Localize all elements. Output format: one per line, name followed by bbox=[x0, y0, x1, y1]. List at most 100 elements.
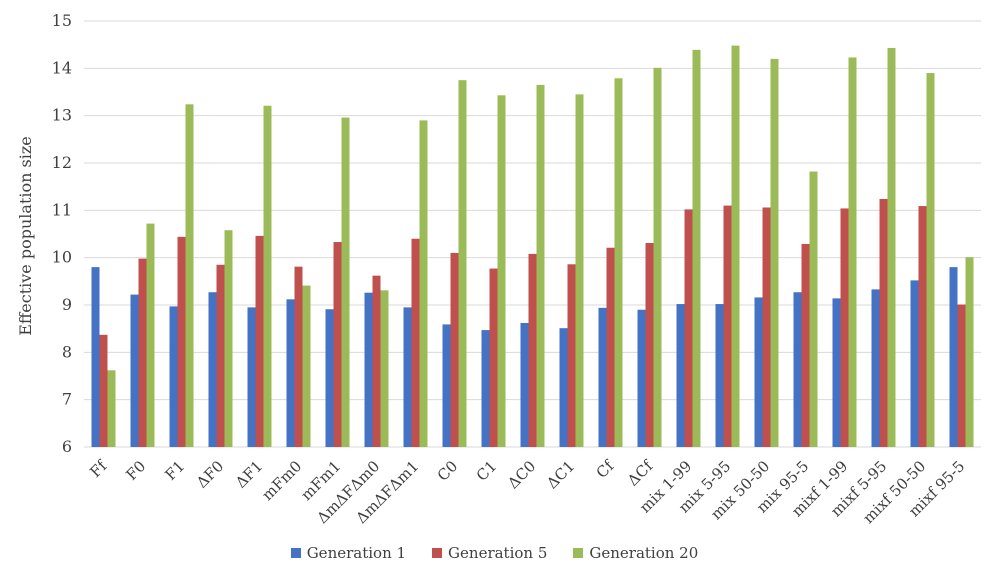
bar-generation-20 bbox=[341, 117, 350, 447]
bar-generation-1 bbox=[247, 307, 256, 447]
bar-generation-5 bbox=[255, 235, 264, 447]
bar-generation-20 bbox=[770, 58, 779, 447]
bar-generation-1 bbox=[364, 292, 373, 447]
bar-generation-20 bbox=[497, 95, 506, 448]
bar-generation-1 bbox=[676, 304, 685, 447]
bar-generation-1 bbox=[286, 299, 295, 447]
bar-generation-20 bbox=[302, 285, 311, 447]
x-tick-label: ΔF0 bbox=[193, 457, 228, 492]
bar-generation-20 bbox=[575, 94, 584, 447]
bar-generation-5 bbox=[489, 268, 498, 447]
bar-generation-1 bbox=[91, 267, 100, 447]
legend-item-gen20: Generation 20 bbox=[573, 544, 698, 562]
bar-generation-1 bbox=[481, 330, 490, 447]
bar-generation-20 bbox=[185, 104, 194, 447]
y-tick-label: 14 bbox=[52, 58, 72, 77]
bar-generation-20 bbox=[458, 80, 467, 448]
bar-generation-5 bbox=[957, 304, 966, 447]
bar-generation-5 bbox=[177, 236, 186, 447]
bar-generation-5 bbox=[606, 247, 615, 447]
bar-generation-5 bbox=[645, 242, 654, 447]
bar-generation-20 bbox=[809, 171, 818, 447]
x-tick-label: ΔF1 bbox=[232, 457, 267, 492]
bar-generation-5 bbox=[801, 243, 810, 447]
bar-generation-5 bbox=[684, 209, 693, 447]
bar-generation-1 bbox=[871, 289, 880, 447]
bar-generation-20 bbox=[536, 84, 545, 448]
bar-generation-1 bbox=[793, 292, 802, 447]
bar-generation-20 bbox=[419, 120, 428, 448]
legend-swatch-gen20 bbox=[573, 548, 584, 558]
bar-generation-1 bbox=[130, 294, 139, 447]
y-tick-labels: 6 7 8 9 10 11 12 13 14 15 bbox=[52, 11, 72, 456]
bar-generation-5 bbox=[372, 275, 381, 447]
legend-label-gen5: Generation 5 bbox=[448, 544, 548, 562]
bar-generation-1 bbox=[754, 297, 763, 447]
bar-generation-1 bbox=[325, 309, 334, 447]
bar-generation-1 bbox=[598, 307, 607, 447]
bar-generation-20 bbox=[926, 73, 935, 448]
y-tick-label: 8 bbox=[62, 342, 72, 361]
x-tick-label: ΔC1 bbox=[543, 457, 578, 492]
bar-generation-5 bbox=[567, 264, 576, 447]
bar-generation-20 bbox=[107, 370, 116, 447]
x-tick-label: F1 bbox=[161, 457, 188, 484]
legend: Generation 1 Generation 5 Generation 20 bbox=[0, 541, 989, 565]
y-tick-label: 7 bbox=[62, 390, 72, 409]
bar-generation-5 bbox=[840, 208, 849, 447]
legend-label-gen1: Generation 1 bbox=[306, 544, 407, 562]
legend-label-gen20: Generation 20 bbox=[589, 544, 699, 562]
bar-generation-20 bbox=[653, 67, 662, 448]
bar-generation-20 bbox=[263, 105, 272, 447]
y-tick-label: 15 bbox=[52, 11, 72, 30]
bar-generation-20 bbox=[692, 49, 701, 448]
bar-generation-5 bbox=[411, 238, 420, 447]
y-tick-label: 12 bbox=[52, 153, 72, 172]
bar-generation-5 bbox=[333, 242, 342, 447]
bar-generation-20 bbox=[848, 57, 857, 448]
bar-generation-5 bbox=[723, 205, 732, 447]
bar-generation-20 bbox=[965, 257, 974, 447]
x-tick-label: Ff bbox=[86, 456, 111, 481]
bar-generation-1 bbox=[169, 306, 178, 447]
x-tick-label: C0 bbox=[434, 457, 462, 485]
bar-generation-5 bbox=[138, 258, 147, 447]
x-tick-label: C1 bbox=[473, 457, 501, 485]
bar-generation-1 bbox=[832, 298, 841, 447]
bar-generation-5 bbox=[918, 206, 927, 447]
bar-generation-5 bbox=[762, 207, 771, 447]
y-tick-label: 6 bbox=[62, 437, 72, 456]
bar-generation-1 bbox=[442, 324, 451, 447]
bar-generation-1 bbox=[910, 280, 919, 447]
y-tick-label: 11 bbox=[52, 200, 72, 219]
bar-generation-20 bbox=[614, 78, 623, 448]
x-tick-label: ΔCf bbox=[624, 456, 657, 489]
bar-generation-1 bbox=[520, 322, 529, 447]
bars bbox=[91, 45, 974, 448]
legend-swatch-gen5 bbox=[432, 548, 443, 558]
legend-swatch-gen1 bbox=[290, 548, 301, 558]
bar-generation-5 bbox=[528, 253, 537, 447]
bar-generation-20 bbox=[887, 47, 896, 447]
bar-generation-1 bbox=[715, 304, 724, 447]
y-axis-label: Effective population size bbox=[16, 136, 35, 336]
bar-generation-20 bbox=[731, 45, 740, 447]
bar-generation-5 bbox=[294, 266, 303, 447]
y-tick-label: 9 bbox=[62, 295, 72, 314]
bar-generation-1 bbox=[208, 292, 217, 447]
x-tick-label: F0 bbox=[122, 457, 149, 484]
x-tick-label: mFm0 bbox=[258, 457, 305, 504]
bar-generation-20 bbox=[224, 230, 233, 447]
bar-generation-1 bbox=[637, 309, 646, 447]
legend-item-gen1: Generation 1 bbox=[290, 544, 407, 562]
bar-generation-20 bbox=[146, 223, 155, 447]
bar-generation-1 bbox=[949, 267, 958, 447]
y-tick-label: 13 bbox=[52, 106, 72, 125]
x-tick-label: ΔC0 bbox=[504, 457, 539, 492]
y-tick-label: 10 bbox=[52, 248, 72, 267]
bar-generation-5 bbox=[879, 198, 888, 447]
bar-generation-1 bbox=[559, 328, 568, 447]
